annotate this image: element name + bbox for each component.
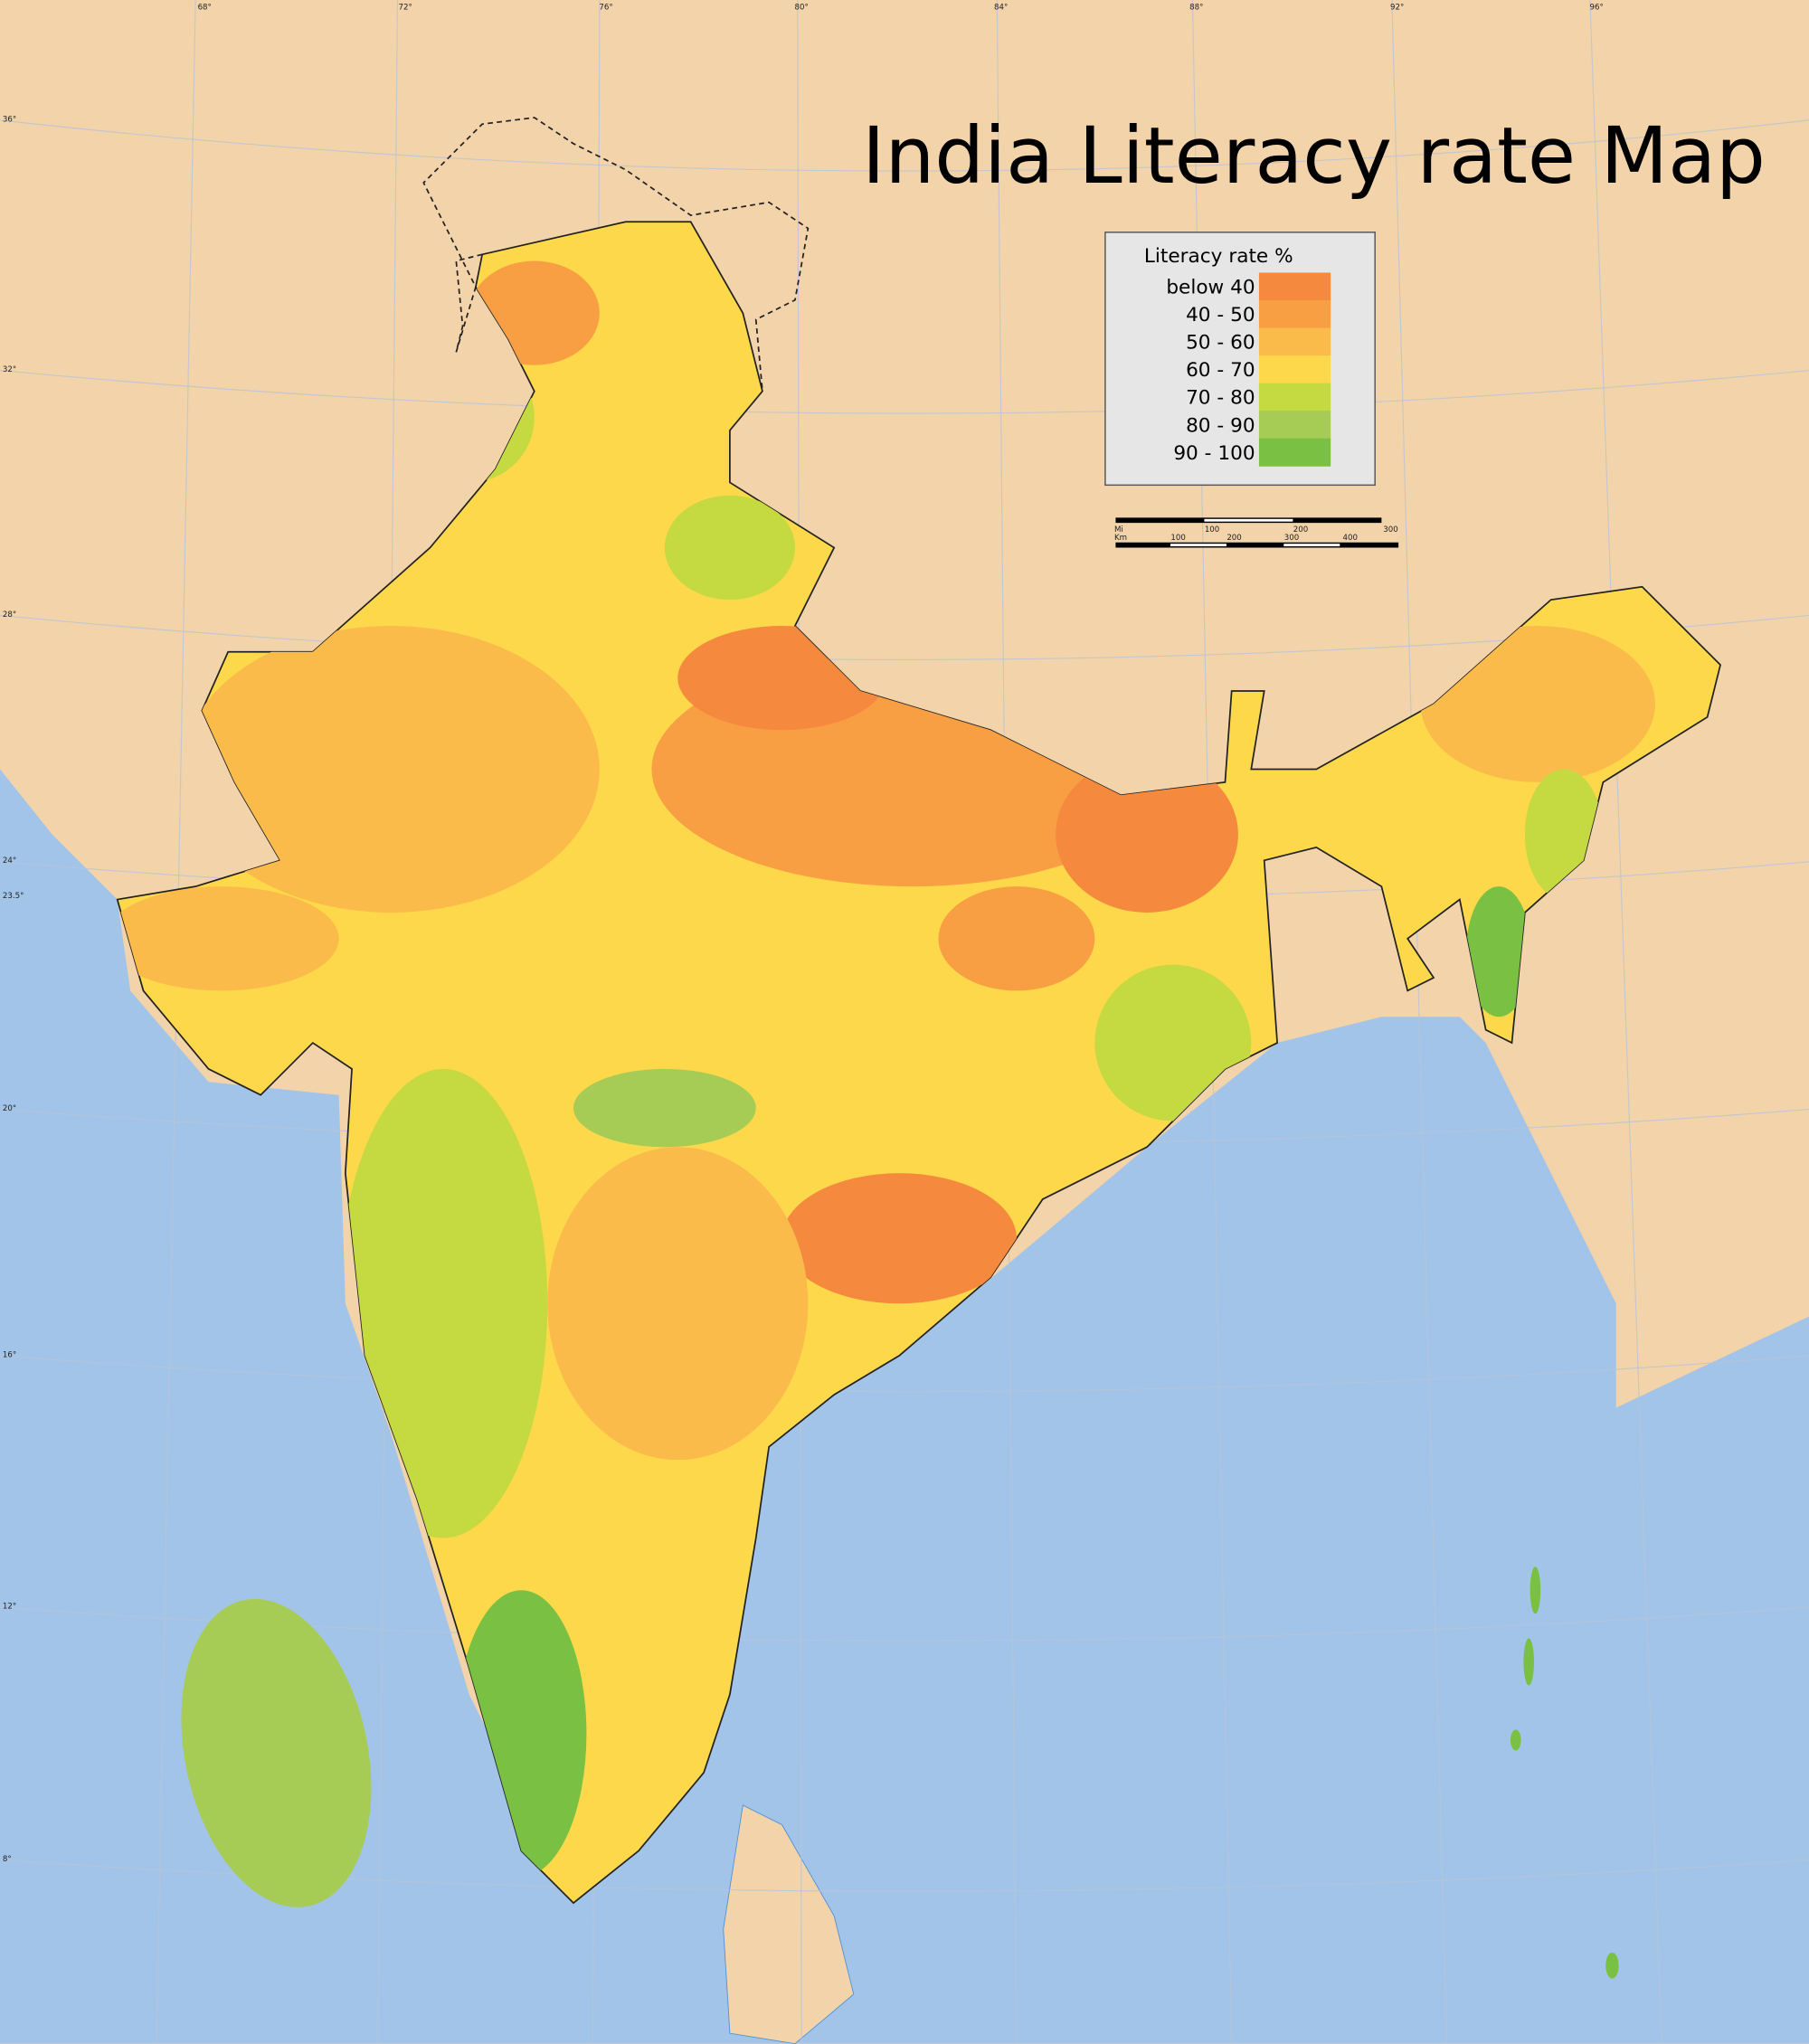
region bbox=[1056, 756, 1238, 913]
latitude-label: 32° bbox=[3, 365, 16, 374]
latitude-label: 23.5° bbox=[3, 892, 24, 901]
scale-tick-label: 100 bbox=[1170, 534, 1185, 543]
graticule-labels: 68° 72° 76° 80° 84° 88° 92° 96° 36° 32° 28° 24° 23.5… bbox=[3, 3, 1604, 1864]
scale-unit: Km bbox=[1114, 534, 1127, 543]
scale-tick-label: 100 bbox=[1205, 525, 1219, 535]
latitude-label: 16° bbox=[3, 1350, 16, 1359]
legend-swatch bbox=[1258, 411, 1331, 440]
scale-tick-label: 300 bbox=[1383, 525, 1397, 535]
legend-label: 60 - 70 bbox=[1186, 359, 1255, 382]
island bbox=[1511, 1729, 1521, 1751]
region bbox=[1466, 886, 1532, 1017]
scale-tick-label: 200 bbox=[1227, 534, 1241, 543]
region bbox=[182, 625, 600, 913]
longitude-label: 72° bbox=[398, 3, 412, 12]
island bbox=[1523, 1638, 1534, 1686]
scale-tick-label: 400 bbox=[1343, 534, 1358, 543]
longitude-label: 84° bbox=[994, 3, 1008, 12]
island bbox=[1530, 1566, 1541, 1614]
legend-label: 40 - 50 bbox=[1186, 304, 1255, 326]
legend-swatch bbox=[1258, 438, 1331, 467]
legend-swatch bbox=[1258, 355, 1331, 384]
legend-title: Literacy rate % bbox=[1144, 245, 1293, 268]
lakshadweep bbox=[181, 1598, 372, 1907]
region bbox=[573, 1068, 756, 1148]
scale-bar-km-segment bbox=[1170, 544, 1227, 547]
legend-swatch bbox=[1258, 383, 1331, 412]
longitude-label: 96° bbox=[1589, 3, 1603, 12]
region bbox=[547, 1147, 809, 1461]
longitude-label: 88° bbox=[1189, 3, 1203, 12]
scale-tick-label: 200 bbox=[1293, 525, 1308, 535]
longitude-label: 68° bbox=[198, 3, 212, 12]
sri-lanka bbox=[723, 1804, 855, 2044]
island bbox=[1605, 1952, 1619, 1979]
legend-label: 50 - 60 bbox=[1186, 332, 1255, 355]
region bbox=[781, 1173, 1017, 1304]
region bbox=[1420, 625, 1655, 782]
latitude-label: 36° bbox=[3, 115, 16, 124]
scale-bar-km bbox=[1115, 542, 1399, 548]
legend-label: 80 - 90 bbox=[1186, 414, 1255, 437]
legend-swatch bbox=[1258, 300, 1331, 328]
longitude-label: 76° bbox=[599, 3, 612, 12]
latitude-label: 28° bbox=[3, 610, 16, 620]
latitude-label: 20° bbox=[3, 1104, 16, 1113]
region bbox=[117, 886, 339, 991]
sea bbox=[0, 769, 1809, 2044]
india bbox=[116, 221, 1721, 1905]
region bbox=[664, 495, 795, 601]
scale-tick-label: 300 bbox=[1284, 534, 1299, 543]
legend-label: below 40 bbox=[1166, 277, 1255, 299]
scale-bar-km-segment bbox=[1283, 544, 1340, 547]
region bbox=[338, 1068, 548, 1538]
disputed-border bbox=[422, 117, 810, 392]
legend: Literacy rate % below 40 40 - 50 50 - 60 60… bbox=[1104, 232, 1376, 487]
region bbox=[938, 886, 1095, 991]
legend-label: 90 - 100 bbox=[1173, 442, 1255, 465]
longitude-label: 80° bbox=[795, 3, 809, 12]
latitude-label: 8° bbox=[3, 1855, 12, 1864]
legend-swatch bbox=[1258, 327, 1331, 356]
legend-label: 70 - 80 bbox=[1186, 387, 1255, 410]
andaman-islands bbox=[1511, 1566, 1619, 1979]
legend-swatch bbox=[1258, 272, 1331, 301]
latitude-label: 12° bbox=[3, 1602, 16, 1611]
scale-unit: Mi bbox=[1114, 525, 1123, 535]
longitude-label: 92° bbox=[1390, 3, 1404, 12]
latitude-label: 24° bbox=[3, 856, 16, 866]
scale-bar-miles-segment bbox=[1204, 518, 1293, 522]
map-title: India Literacy rate Map bbox=[862, 111, 1766, 202]
